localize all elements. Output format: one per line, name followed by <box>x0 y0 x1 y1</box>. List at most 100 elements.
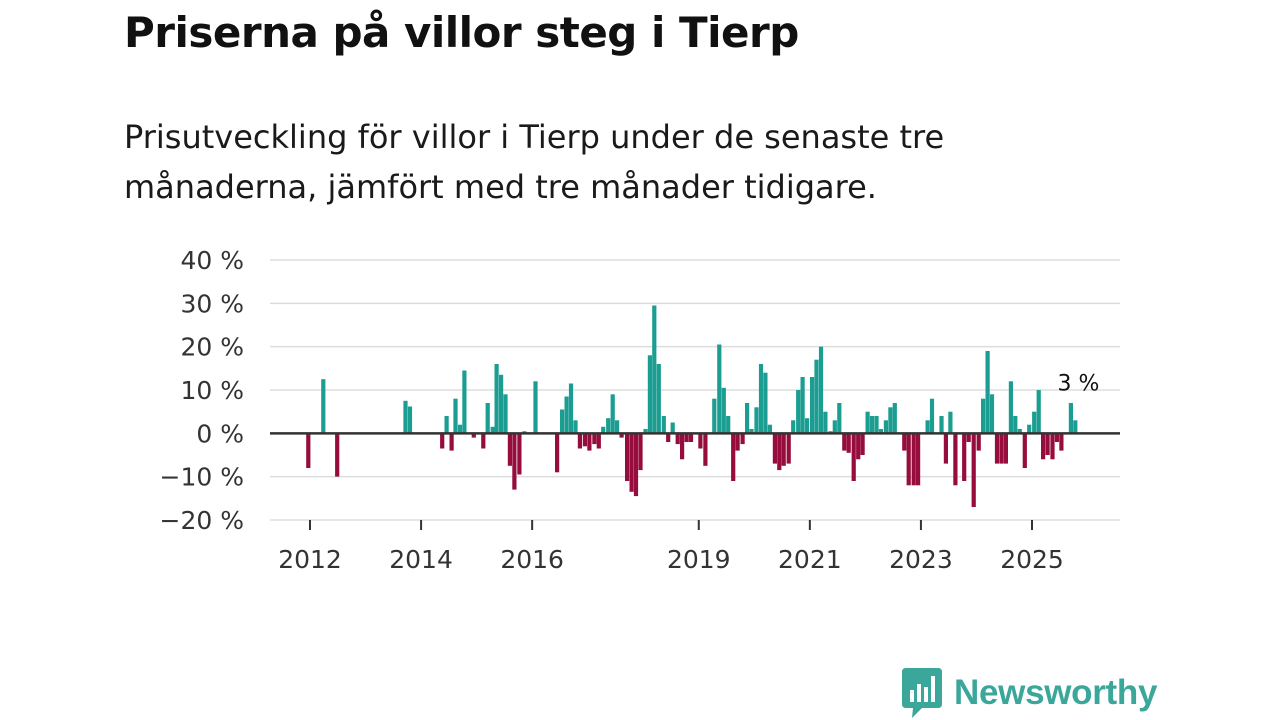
brand-name: Newsworthy <box>954 673 1158 712</box>
y-tick-label: 20 % <box>180 333 244 362</box>
bar <box>1054 433 1060 442</box>
x-axis: 2012 2014 2016 2019 2021 2023 2025 <box>278 520 1064 574</box>
bar <box>832 420 837 434</box>
bar <box>457 424 463 434</box>
bar <box>449 433 454 451</box>
bar <box>786 433 791 464</box>
bar <box>335 433 340 477</box>
bar <box>462 370 467 434</box>
bar <box>810 377 815 434</box>
bar <box>1059 433 1064 451</box>
bar <box>777 433 782 471</box>
bar <box>573 420 578 434</box>
bars <box>306 305 1078 507</box>
bar <box>851 433 856 481</box>
bar <box>717 344 722 434</box>
chart-subtitle: Prisutveckling för villor i Tierp under … <box>124 118 945 206</box>
bar <box>888 407 893 434</box>
bar <box>517 433 522 475</box>
y-tick-label: −20 % <box>160 506 244 535</box>
bar <box>601 426 606 434</box>
bar <box>745 403 750 434</box>
bar <box>892 403 897 434</box>
bar <box>856 433 861 460</box>
bar <box>555 433 560 473</box>
y-tick-label: 30 % <box>180 289 244 318</box>
bar <box>976 433 981 451</box>
bar <box>481 433 486 449</box>
bar <box>740 433 745 445</box>
bar <box>1032 411 1037 434</box>
bar <box>1008 381 1013 434</box>
bar <box>1045 433 1050 455</box>
bar <box>684 433 689 442</box>
bar <box>721 387 726 434</box>
bar <box>981 398 986 434</box>
bar <box>577 433 582 449</box>
bar <box>582 433 587 447</box>
bar <box>953 433 958 486</box>
bar <box>615 420 620 434</box>
bar <box>1013 416 1018 434</box>
bar <box>800 377 805 434</box>
gridlines <box>270 259 1120 521</box>
y-tick-label: −10 % <box>160 463 244 492</box>
bar <box>1036 390 1041 434</box>
bar <box>846 433 851 453</box>
bar <box>503 394 508 434</box>
bar <box>1027 424 1032 434</box>
bar <box>564 396 569 434</box>
bar <box>906 433 911 486</box>
bar <box>818 346 824 434</box>
x-tick-label: 2012 <box>278 545 342 574</box>
x-tick-label: 2014 <box>389 545 453 574</box>
bar <box>596 433 601 449</box>
bar <box>1073 420 1078 434</box>
bar <box>507 433 512 466</box>
newsworthy-logo-icon <box>902 668 942 718</box>
bar <box>763 372 768 434</box>
x-tick-label: 2019 <box>667 545 731 574</box>
bar <box>925 420 930 434</box>
bar <box>625 433 630 481</box>
bar <box>883 420 888 434</box>
bar <box>902 433 907 451</box>
bar <box>490 426 495 434</box>
bar <box>1041 433 1046 460</box>
bar <box>929 398 935 434</box>
bar <box>670 422 675 434</box>
bar <box>643 429 648 434</box>
bar <box>321 379 326 434</box>
bar <box>499 374 504 434</box>
bar <box>688 433 694 442</box>
bar <box>680 433 685 460</box>
bar <box>962 433 967 481</box>
bar <box>966 433 971 442</box>
bar <box>948 411 953 434</box>
bar <box>999 433 1004 464</box>
bar <box>440 433 445 449</box>
bar <box>781 433 786 466</box>
bar <box>791 420 796 434</box>
bar <box>666 433 671 442</box>
bar <box>407 406 413 434</box>
bar <box>1017 429 1022 434</box>
x-tick-label: 2025 <box>1000 545 1064 574</box>
bar <box>989 394 995 434</box>
bar <box>878 429 883 434</box>
bar <box>837 403 842 434</box>
bar <box>568 383 574 434</box>
x-tick-label: 2016 <box>500 545 564 574</box>
latest-value-label: 3 % <box>1057 371 1099 396</box>
annotations: 3 % <box>1057 371 1099 396</box>
bar <box>675 433 680 445</box>
bar <box>1050 433 1055 460</box>
bar <box>592 433 597 445</box>
bar <box>647 355 652 434</box>
bar <box>610 394 615 434</box>
bar <box>758 364 764 434</box>
bar <box>533 381 538 434</box>
bar <box>754 407 759 434</box>
bar <box>860 433 865 455</box>
bar <box>652 305 657 434</box>
